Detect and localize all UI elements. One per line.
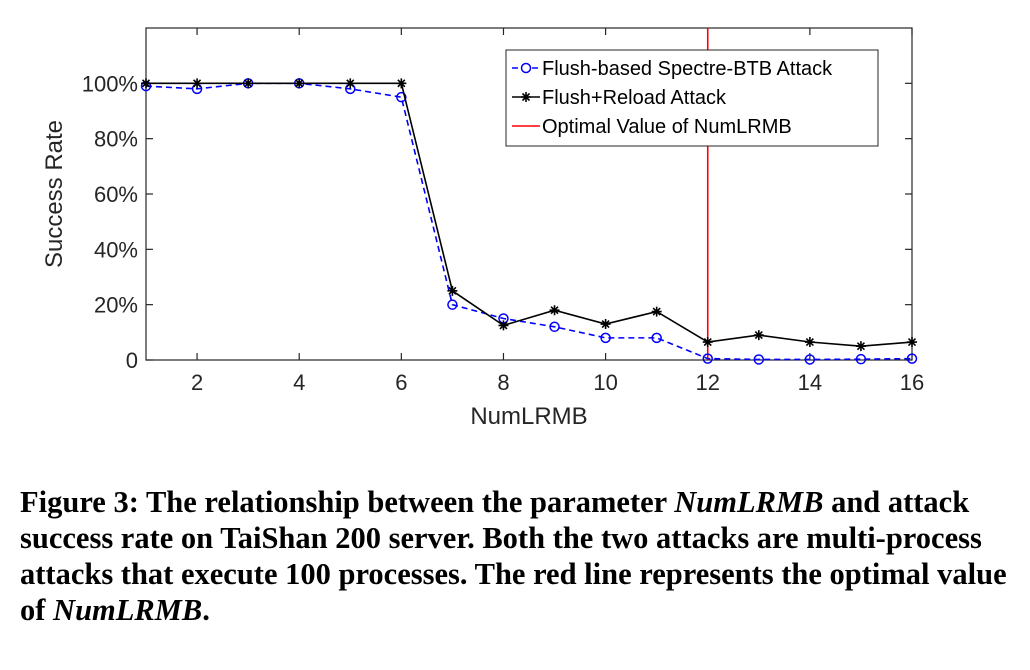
x-tick-label: 14 [798, 370, 822, 395]
data-point-circle [396, 91, 407, 103]
x-tick-label: 12 [695, 370, 719, 395]
data-point-asterisk [294, 78, 305, 89]
x-tick-label: 16 [900, 370, 924, 395]
data-point-asterisk [702, 337, 713, 348]
caption-part-2: and attack success rate on TaiShan 200 s… [20, 485, 1007, 627]
y-tick-label: 40% [94, 237, 138, 262]
data-point-asterisk [396, 78, 407, 89]
data-point-asterisk [141, 78, 151, 89]
data-point-asterisk [804, 337, 815, 348]
data-point-asterisk [651, 306, 662, 317]
y-tick-label: 80% [94, 127, 138, 152]
data-point-circle [549, 321, 560, 333]
x-tick-label: 4 [293, 370, 305, 395]
data-point-asterisk [345, 78, 356, 89]
data-point-circle [447, 299, 458, 310]
data-point-asterisk [192, 78, 203, 89]
data-point-asterisk [521, 92, 531, 102]
data-point-asterisk [855, 341, 866, 352]
caption-emphasis-1: NumLRMB [674, 485, 824, 519]
data-point-asterisk [600, 319, 611, 330]
data-point-asterisk [549, 305, 560, 316]
caption-part-3: . [202, 593, 210, 627]
x-axis-label: NumLRMB [470, 403, 587, 430]
data-point-circle [753, 354, 765, 365]
chart: 2 4 6 8 10 12 14 16 0 20% 40% 60% 80% 100% Flush-base… [41, 27, 924, 430]
legend-marker-circle [520, 62, 532, 74]
legend-label: Optimal Value of NumLRMB [542, 116, 792, 138]
data-point-circle [702, 353, 713, 364]
data-point-asterisk [447, 285, 458, 296]
figure-caption: Figure 3: The relationship between the p… [20, 484, 1015, 628]
legend-label: Flush-based Spectre-BTB Attack [542, 58, 833, 80]
legend-box [505, 49, 879, 147]
data-point-asterisk [753, 330, 764, 341]
data-point-circle [804, 354, 816, 365]
legend-label: Flush+Reload Attack [542, 87, 727, 109]
y-tick-label: 20% [94, 293, 138, 318]
x-tick-label: 8 [497, 370, 509, 395]
series-line [146, 82, 913, 347]
data-point-asterisk [498, 320, 509, 331]
series-line [145, 82, 913, 361]
x-tick-label: 6 [395, 370, 407, 395]
data-point-circle [651, 332, 662, 344]
data-point-asterisk [243, 78, 254, 89]
data-point-circle [855, 353, 867, 365]
data-point-circle [906, 353, 918, 364]
x-tick-label: 10 [593, 370, 617, 395]
series-flush-reload [141, 78, 917, 352]
x-tick-label: 2 [191, 370, 203, 395]
y-axis-label: Success Rate [41, 120, 68, 268]
data-point-circle [600, 332, 611, 344]
caption-part-1: Figure 3: The relationship between the p… [20, 485, 675, 519]
y-tick-label: 0 [126, 348, 138, 373]
y-tick-label: 100% [82, 71, 138, 96]
data-point-asterisk [907, 337, 917, 348]
caption-emphasis-2: NumLRMB [53, 593, 203, 627]
y-tick-label: 60% [94, 182, 138, 207]
